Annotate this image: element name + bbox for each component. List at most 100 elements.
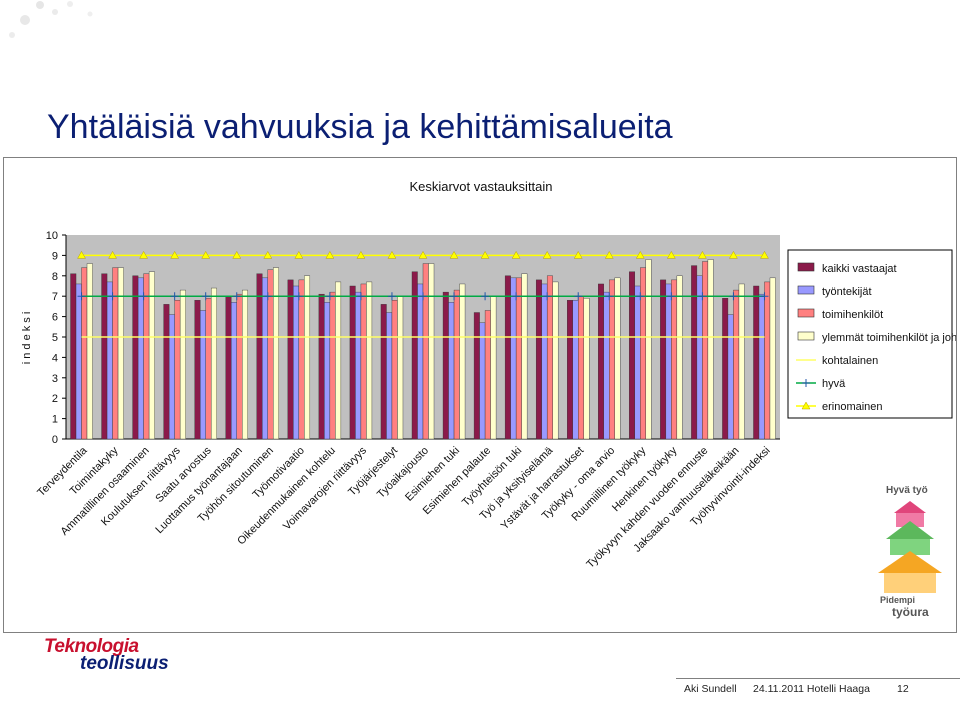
bar — [236, 293, 243, 440]
corner-decoration — [0, 0, 220, 75]
bar — [210, 287, 217, 440]
point — [512, 292, 521, 301]
bar — [273, 267, 279, 440]
bar — [391, 300, 398, 440]
legend-label: kaikki vastaajat — [822, 263, 897, 275]
legend — [787, 249, 953, 419]
point — [418, 250, 428, 259]
point — [666, 250, 676, 259]
bar — [727, 314, 734, 440]
legend-marker — [801, 401, 811, 410]
bar — [448, 302, 455, 440]
bar — [473, 312, 480, 440]
point — [294, 292, 303, 301]
bar — [174, 300, 181, 440]
legend-swatch — [797, 331, 815, 341]
bar — [567, 300, 573, 440]
bar — [722, 298, 729, 440]
bar — [702, 261, 709, 440]
point — [170, 250, 180, 259]
point — [108, 292, 117, 301]
slide-title: Yhtäläisiä vahvuuksia ja kehittämisaluei… — [47, 108, 673, 146]
bar — [764, 281, 771, 440]
y-tick-label: 5 — [52, 332, 58, 344]
bar — [552, 281, 559, 440]
bar — [101, 273, 108, 440]
bar — [112, 267, 119, 440]
y-tick-label: 8 — [52, 271, 58, 283]
point — [387, 250, 397, 259]
point — [356, 250, 366, 259]
bar — [453, 289, 460, 440]
bar — [225, 295, 232, 440]
point — [636, 292, 645, 301]
bar — [397, 295, 404, 440]
point — [729, 250, 738, 259]
bar — [634, 285, 641, 440]
bar — [598, 283, 604, 440]
bar — [267, 269, 274, 440]
bar — [106, 281, 113, 440]
bar — [645, 259, 652, 440]
legend-marker — [802, 379, 810, 387]
footer-event: 24.11.2011 Hotelli Haaga — [753, 683, 870, 695]
bar — [304, 275, 311, 440]
point — [108, 250, 117, 259]
bar — [417, 283, 424, 440]
badge-line2: työura — [892, 605, 929, 619]
point — [450, 292, 459, 301]
bar — [490, 295, 497, 440]
bar — [205, 298, 212, 440]
y-axis-label: i n d e k s i — [21, 312, 33, 365]
footer-author: Aki Sundell — [684, 683, 737, 695]
x-tick-label: Esimiehen tuki — [403, 445, 462, 504]
bar — [242, 289, 248, 440]
logo-line1: Teknologia — [44, 636, 139, 657]
bar — [583, 298, 590, 440]
bar — [380, 304, 387, 440]
point — [574, 292, 583, 301]
bar — [733, 289, 740, 440]
point — [449, 250, 459, 259]
point — [573, 250, 583, 259]
legend-label: työntekijät — [822, 286, 872, 298]
bar — [603, 291, 610, 440]
point — [387, 292, 396, 301]
point — [325, 250, 335, 259]
y-tick-label: 7 — [52, 291, 58, 303]
point — [760, 250, 769, 259]
bar — [707, 259, 714, 440]
footer-divider — [676, 678, 960, 679]
bar — [459, 283, 466, 440]
bar — [366, 281, 373, 440]
legend-label: ylemmät toimihenkilöt ja johto — [822, 332, 956, 344]
bar — [609, 279, 615, 440]
point — [232, 292, 241, 301]
bar — [546, 275, 553, 440]
bar — [231, 302, 237, 440]
bar — [535, 279, 542, 440]
y-tick-label: 9 — [52, 250, 58, 262]
hyva-tyo-badge: Hyvä työ Pidempi työura — [872, 485, 948, 625]
y-tick-label: 2 — [52, 393, 58, 405]
point — [635, 250, 645, 259]
legend-swatch — [797, 308, 815, 318]
point — [729, 292, 738, 301]
chart-title: Keskiarvot vastauksittain — [409, 179, 552, 194]
point — [543, 292, 552, 301]
bar — [81, 267, 88, 440]
point — [263, 250, 273, 259]
bar — [298, 279, 305, 440]
point — [604, 250, 614, 259]
bar — [738, 283, 745, 440]
bar — [132, 275, 139, 440]
bar — [86, 263, 93, 440]
bar — [335, 281, 342, 440]
point — [325, 292, 334, 301]
bar — [504, 275, 511, 440]
page-number: 12 — [897, 683, 909, 695]
bar — [428, 263, 435, 440]
bar — [256, 273, 263, 440]
point — [77, 292, 86, 301]
point — [667, 292, 676, 301]
